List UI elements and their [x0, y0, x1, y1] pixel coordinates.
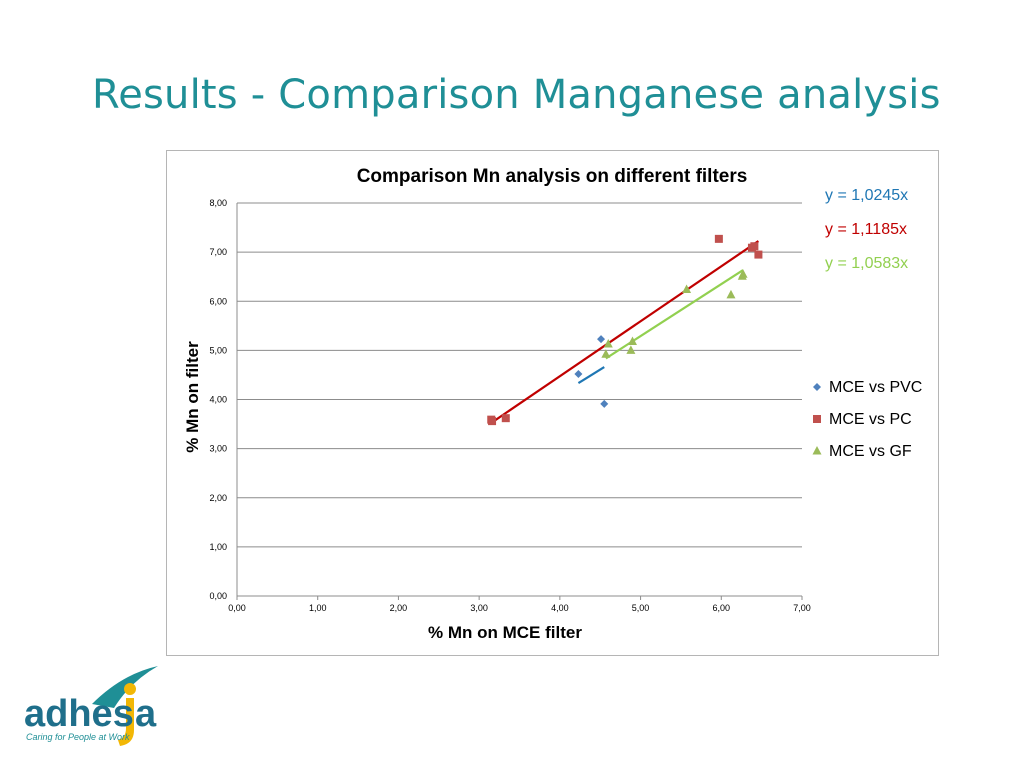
data-point-series-3 — [628, 336, 637, 346]
trendline-layer — [490, 240, 760, 424]
data-point-series-2 — [501, 414, 510, 423]
grid-layer — [237, 202, 802, 597]
y-axis-label: % Mn on filter — [183, 341, 202, 453]
data-point-series-3 — [603, 338, 613, 348]
data-point-series-3 — [682, 284, 692, 293]
y-tick-label: 4,00 — [209, 395, 227, 405]
logo-person-head — [124, 683, 136, 695]
data-point-series-3 — [726, 289, 736, 299]
x-axis-label: % Mn on MCE filter — [428, 623, 582, 642]
equation-layer: y = 1,0245x y = 1,1185x y = 1,0583x — [825, 187, 908, 272]
axis-layer: 0,00 1,00 2,00 3,00 4,00 5,00 6,00 7,00 8,00 0,00… — [209, 198, 810, 613]
legend-marker-3 — [812, 446, 822, 455]
legend-label-1: MCE vs PVC — [829, 379, 922, 396]
scatter-chart: Comparison Mn analysis on different filt… — [183, 166, 922, 642]
adhesia-logo: adhes a Caring for People at Work — [24, 666, 158, 746]
x-tick-label: 0,00 — [228, 603, 246, 613]
x-tick-label: 3,00 — [470, 603, 488, 613]
legend-marker-2 — [813, 415, 821, 423]
x-tick-label: 5,00 — [632, 603, 650, 613]
trendline-3 — [605, 269, 744, 360]
y-tick-label: 6,00 — [209, 296, 227, 306]
logo-wordmark: adhes — [24, 693, 134, 735]
trendline-equation-1: y = 1,0245x — [825, 187, 908, 204]
y-tick-label: 3,00 — [209, 444, 227, 454]
data-point-series-1 — [574, 369, 583, 378]
slide-title: Results - Comparison Manganese analysis — [92, 72, 941, 118]
point-layer — [487, 234, 763, 426]
x-tick-label: 7,00 — [793, 603, 811, 613]
logo-person-body — [118, 698, 134, 746]
data-point-series-2 — [754, 250, 763, 259]
y-tick-label: 0,00 — [209, 591, 227, 601]
data-point-series-3 — [626, 345, 636, 354]
logo-tagline: Caring for People at Work — [26, 732, 130, 742]
data-point-series-3 — [601, 349, 611, 358]
y-tick-label: 2,00 — [209, 493, 227, 503]
x-tick-label: 2,00 — [390, 603, 408, 613]
x-tick-label: 6,00 — [713, 603, 731, 613]
data-point-series-2 — [714, 234, 723, 243]
trendline-2 — [490, 240, 760, 424]
x-tick-label: 4,00 — [551, 603, 569, 613]
chart-frame: Comparison Mn analysis on different filt… — [166, 150, 939, 656]
y-tick-label: 7,00 — [209, 247, 227, 257]
legend: MCE vs PVC MCE vs PC MCE vs GF — [812, 379, 922, 460]
data-point-series-2 — [750, 242, 759, 251]
trendline-equation-3: y = 1,0583x — [825, 255, 908, 272]
data-point-series-1 — [597, 335, 606, 344]
y-tick-label: 1,00 — [209, 542, 227, 552]
data-point-series-1 — [600, 399, 609, 408]
legend-label-3: MCE vs GF — [829, 443, 912, 460]
logo-wordmark-a: a — [135, 693, 157, 735]
data-point-series-2 — [488, 417, 497, 426]
trendline-1 — [577, 366, 605, 385]
data-point-series-3 — [738, 269, 748, 278]
legend-marker-1 — [813, 383, 821, 391]
y-tick-label: 8,00 — [209, 198, 227, 208]
x-tick-label: 1,00 — [309, 603, 327, 613]
y-tick-label: 5,00 — [209, 345, 227, 355]
chart-title: Comparison Mn analysis on different filt… — [357, 166, 748, 187]
legend-label-2: MCE vs PC — [829, 411, 912, 428]
trendline-equation-2: y = 1,1185x — [825, 221, 907, 238]
